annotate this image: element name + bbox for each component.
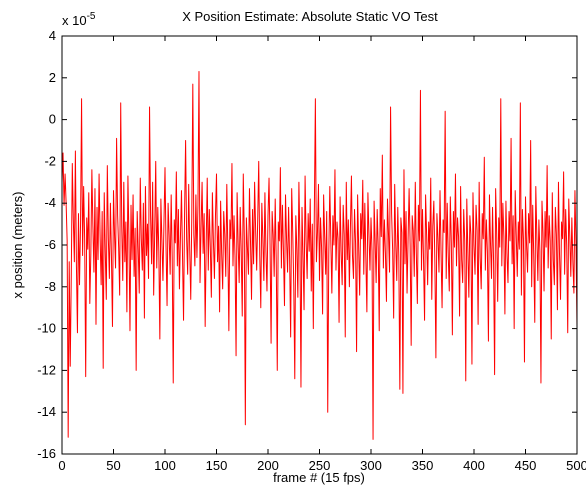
y-tick-label: -14: [37, 404, 56, 419]
x-tick-label: 250: [309, 458, 331, 473]
x-axis: 0 50 100 150 200 250 300 350 400 450 500: [58, 36, 586, 473]
y-tick-label: -10: [37, 321, 56, 336]
x-tick-label: 0: [58, 458, 65, 473]
y-tick-label: -12: [37, 362, 56, 377]
x-tick-label: 50: [106, 458, 120, 473]
x-tick-label: 150: [206, 458, 228, 473]
x-tick-label: 200: [257, 458, 279, 473]
series-layer: [61, 71, 578, 440]
chart-title: X Position Estimate: Absolute Static VO …: [182, 9, 438, 24]
exponent-label: x 10-5: [62, 11, 96, 28]
x-tick-label: 300: [360, 458, 382, 473]
x-tick-label: 450: [515, 458, 537, 473]
y-tick-label: 4: [49, 28, 56, 43]
x-tick-label: 400: [463, 458, 485, 473]
y-tick-label: -8: [44, 279, 56, 294]
exponent-base: x 10: [62, 13, 87, 28]
y-tick-label: 0: [49, 112, 56, 127]
y-axis: -16 -14 -12 -10 -8 -6 -4 -2 0 2 4: [37, 28, 577, 461]
y-tick-label: 2: [49, 70, 56, 85]
x-tick-label: 500: [566, 458, 586, 473]
exponent-power: -5: [87, 11, 96, 22]
y-axis-label: x position (meters): [10, 192, 25, 299]
y-tick-label: -4: [44, 195, 56, 210]
x-tick-label: 100: [154, 458, 176, 473]
y-tick-label: -16: [37, 446, 56, 461]
y-tick-label: -6: [44, 237, 56, 252]
y-tick-label: -2: [44, 153, 56, 168]
x-tick-label: 350: [412, 458, 434, 473]
series-line-0: [61, 71, 578, 440]
x-axis-label: frame # (15 fps): [273, 470, 365, 485]
